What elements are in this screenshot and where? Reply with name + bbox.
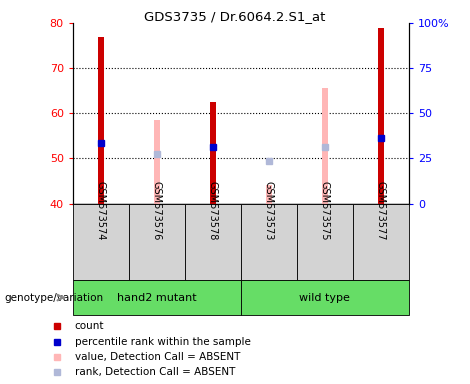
Text: GDS3735 / Dr.6064.2.S1_at: GDS3735 / Dr.6064.2.S1_at <box>144 10 326 23</box>
Text: genotype/variation: genotype/variation <box>5 293 104 303</box>
Bar <box>241 280 409 315</box>
Text: GSM573576: GSM573576 <box>152 181 162 240</box>
Bar <box>378 28 384 204</box>
Bar <box>73 204 129 280</box>
Bar <box>98 36 104 204</box>
Text: value, Detection Call = ABSENT: value, Detection Call = ABSENT <box>75 352 240 362</box>
Bar <box>322 88 328 204</box>
Bar <box>129 204 185 280</box>
Text: GSM573577: GSM573577 <box>376 181 386 240</box>
Text: percentile rank within the sample: percentile rank within the sample <box>75 337 251 347</box>
Text: count: count <box>75 321 104 331</box>
Text: GSM573575: GSM573575 <box>320 181 330 240</box>
Text: GSM573574: GSM573574 <box>96 181 106 240</box>
Bar <box>297 204 353 280</box>
Text: GSM573573: GSM573573 <box>264 181 274 240</box>
Bar <box>185 204 241 280</box>
Bar <box>266 185 272 204</box>
Text: GSM573578: GSM573578 <box>208 181 218 240</box>
Bar <box>241 204 297 280</box>
Bar <box>73 280 241 315</box>
Bar <box>210 102 216 204</box>
Text: rank, Detection Call = ABSENT: rank, Detection Call = ABSENT <box>75 367 235 377</box>
Bar <box>154 120 160 204</box>
Text: wild type: wild type <box>299 293 350 303</box>
Text: hand2 mutant: hand2 mutant <box>117 293 196 303</box>
Bar <box>353 204 409 280</box>
